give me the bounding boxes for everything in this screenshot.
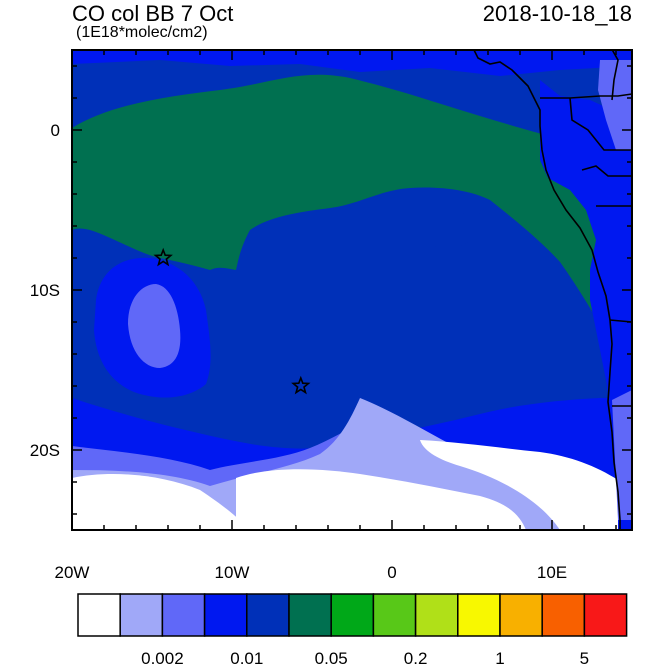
- colorbar-box: [288, 593, 332, 637]
- field-continent-north: [598, 60, 632, 150]
- colorbar-label: 0.05: [315, 649, 348, 667]
- lat-tick-label: 0: [51, 121, 60, 140]
- field-white-centre: [236, 469, 526, 530]
- field-continent: [540, 80, 632, 530]
- star-marker-1: [153, 247, 173, 267]
- colorbar-box: [119, 593, 164, 637]
- colorbar: 0.002 0.01 0.05 0.2 1 5: [77, 593, 628, 667]
- colorbar-label: 5: [580, 649, 589, 667]
- plot-title: CO col BB 7 Oct: [72, 1, 234, 26]
- colorbar-label: 1: [495, 649, 504, 667]
- lat-tick-label: 10S: [30, 281, 60, 300]
- colorbar-box: [330, 593, 375, 637]
- lon-tick-label: 0: [387, 563, 396, 582]
- star-marker-2: [291, 375, 311, 395]
- colorbar-box: [161, 593, 206, 637]
- units-label: (1E18*molec/cm2): [76, 24, 208, 41]
- field-top-band: [72, 50, 632, 76]
- colorbar-box: [246, 593, 290, 637]
- field-south-pale: [72, 398, 632, 530]
- lat-tick-label: 20S: [30, 441, 60, 460]
- colorbar-box: [457, 593, 501, 637]
- colorbar-box: [372, 593, 417, 637]
- colorbar-box: [499, 593, 543, 637]
- lon-tick-label: 10W: [215, 563, 250, 582]
- field-plume-hole: [431, 211, 484, 249]
- colorbar-box: [77, 593, 121, 637]
- colorbar-label: 0.2: [404, 649, 428, 667]
- lon-tick-label: 10E: [537, 563, 567, 582]
- colorbar-box: [414, 593, 459, 637]
- star-markers: [153, 247, 311, 395]
- field-west-blob: [128, 284, 181, 368]
- axis-tick-labels: 20W 10W 0 10E 0 10S 20S: [30, 121, 567, 582]
- field-white-east: [420, 440, 618, 530]
- axis-ticks: [71, 50, 632, 530]
- datetime-label: 2018-10-18_18: [482, 1, 632, 26]
- co-field: [72, 50, 632, 530]
- field-white-west: [72, 474, 250, 530]
- field-plume-band: [72, 74, 612, 345]
- lon-tick-label: 20W: [55, 563, 90, 582]
- colorbar-box: [583, 593, 628, 637]
- colorbar-label: 0.002: [141, 649, 184, 667]
- coastline: [473, 50, 632, 530]
- colorbar-label: 0.01: [230, 649, 263, 667]
- colorbar-box: [203, 593, 248, 637]
- colorbar-box: [541, 593, 586, 637]
